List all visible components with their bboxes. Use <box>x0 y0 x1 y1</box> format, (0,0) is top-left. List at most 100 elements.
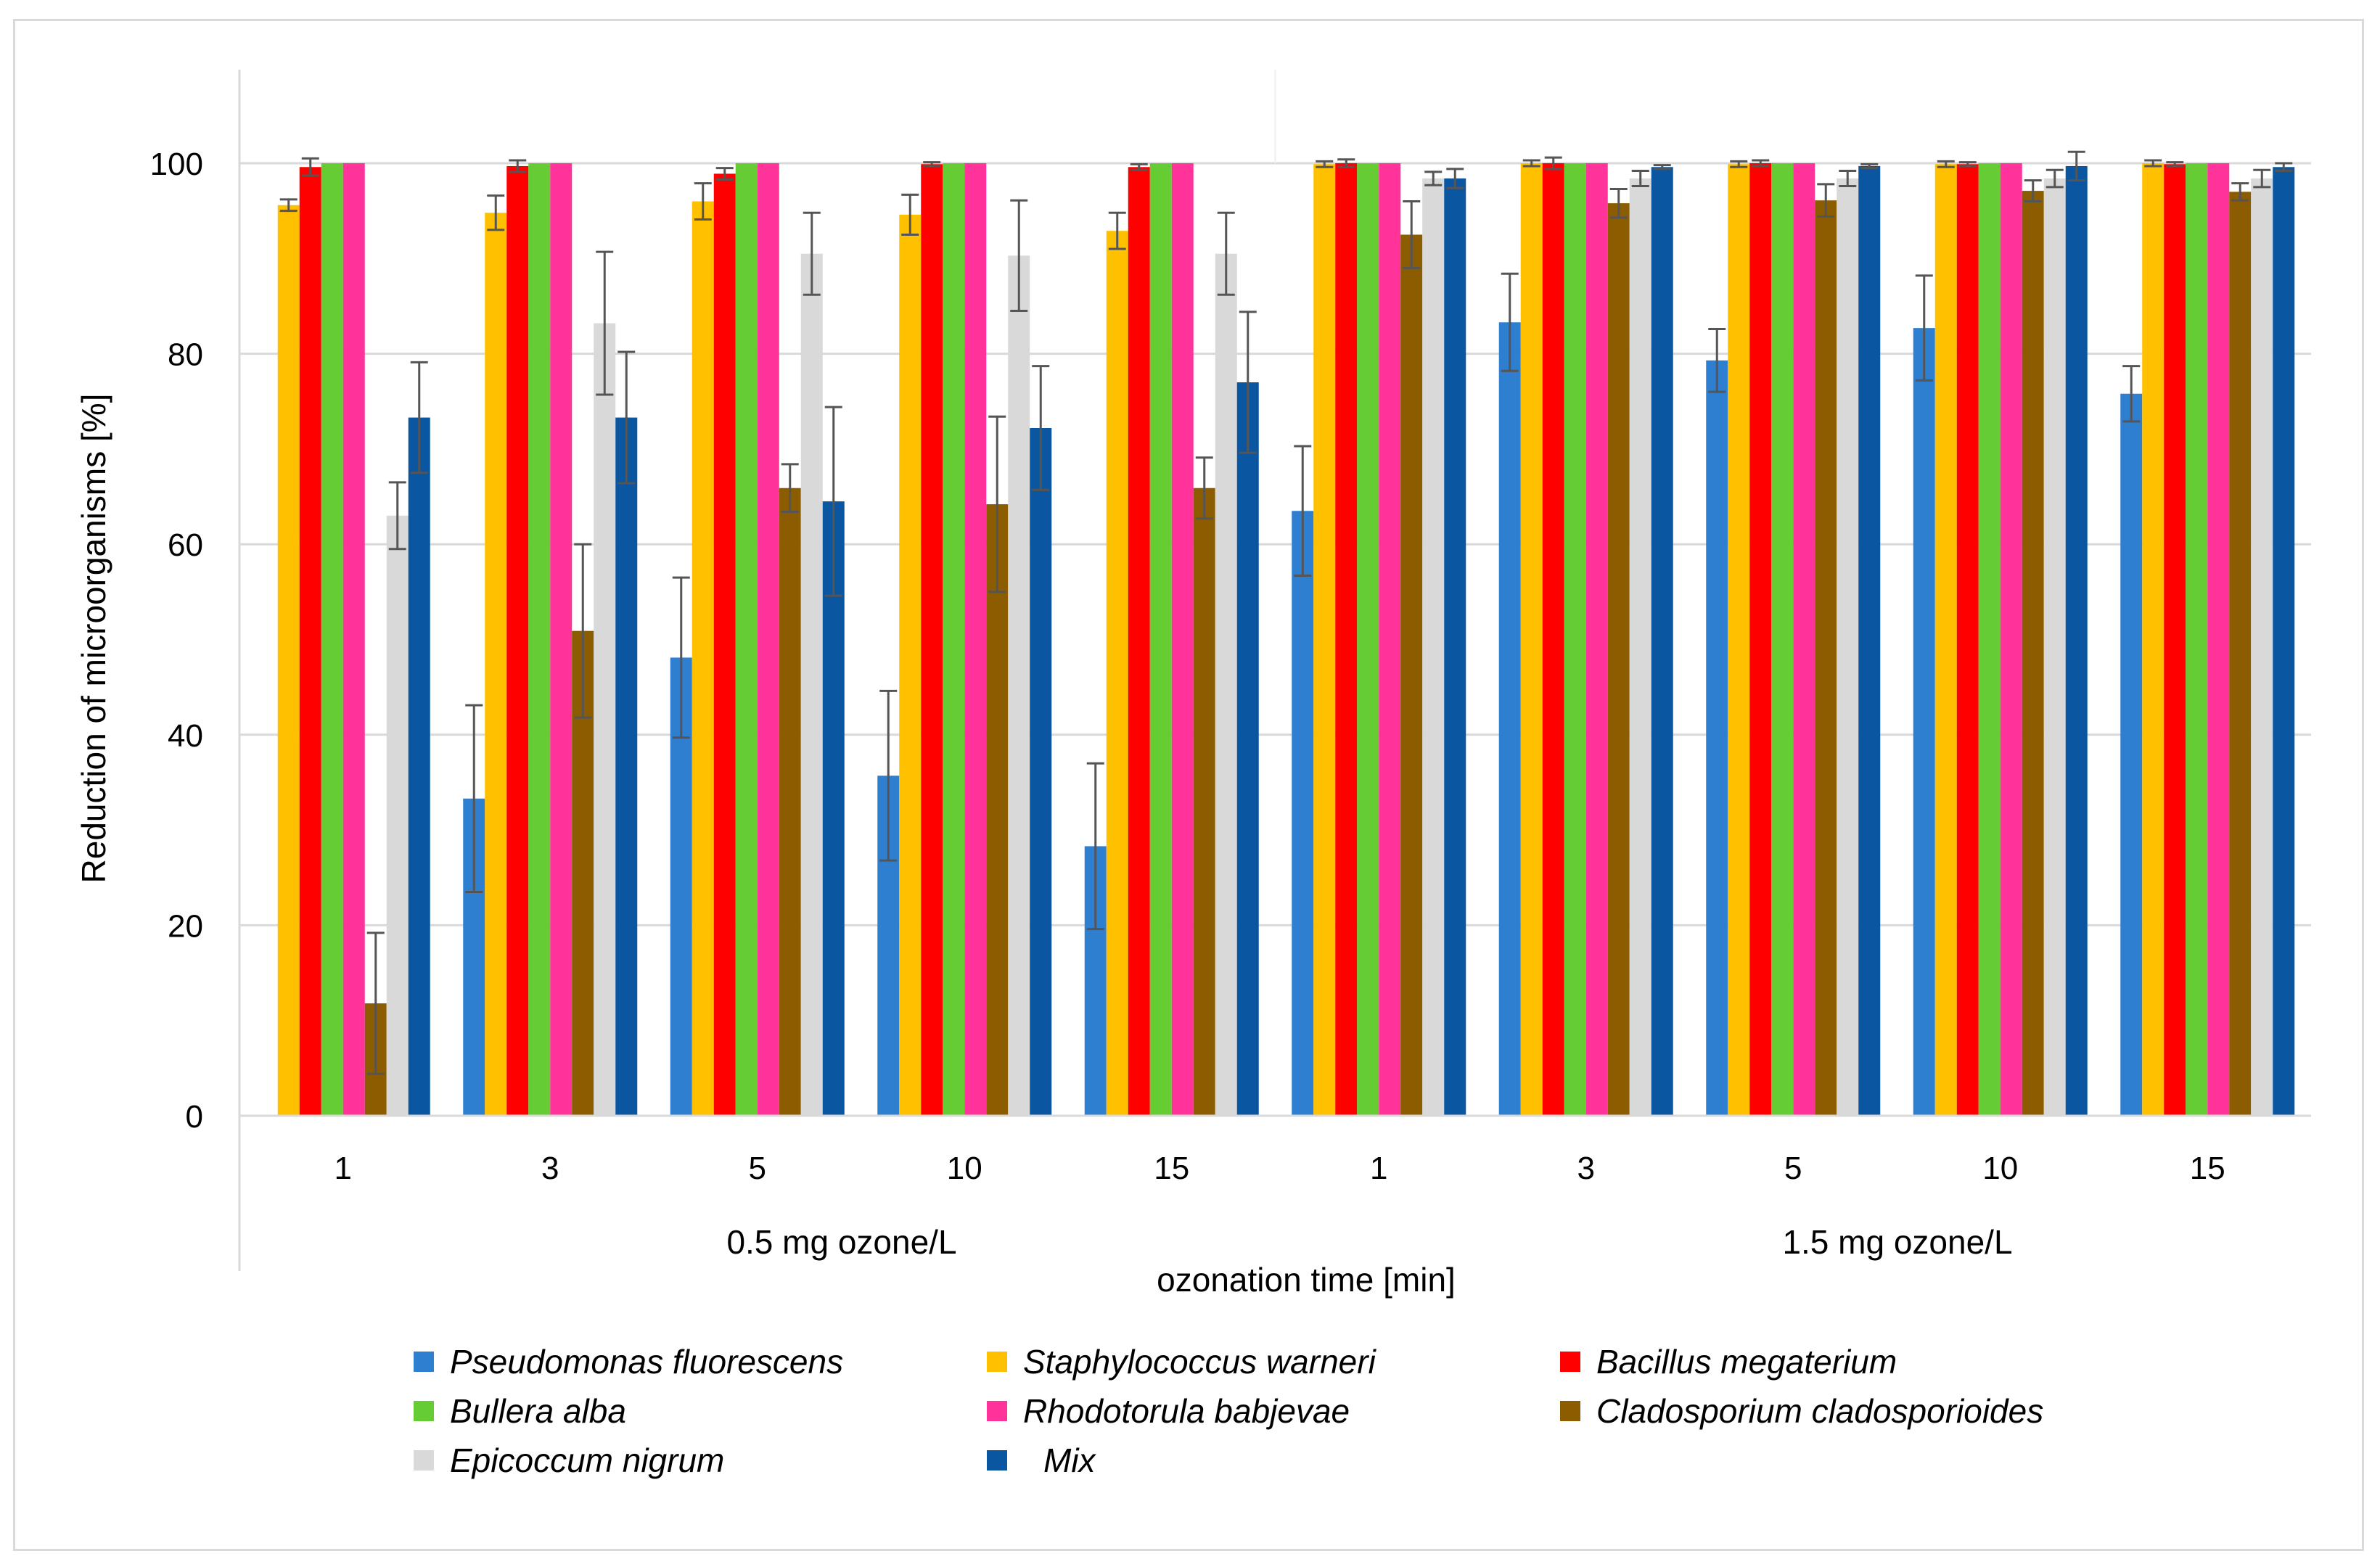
error-bar-staphylococcus-warneri-4 <box>1108 211 1126 250</box>
bar-mix-0 <box>408 417 430 1116</box>
legend-item-staphylococcus-warneri: Staphylococcus warneri <box>987 1342 1376 1381</box>
bar-staphylococcus-warneri-2 <box>692 201 714 1116</box>
bar-rhodotorula-babjevae-5 <box>1379 163 1401 1116</box>
bar-staphylococcus-warneri-9 <box>2142 163 2164 1116</box>
legend-item-pseudomonas-fluorescens: Pseudomonas fluorescens <box>414 1342 843 1381</box>
error-bar-epicoccum-nigrum-9 <box>2253 168 2271 189</box>
y-tick-label-20: 20 <box>168 908 203 944</box>
bar-epicoccum-nigrum-3 <box>1008 255 1030 1116</box>
error-bar-cladosporium-cladosporioides-8 <box>2024 179 2042 203</box>
group-label-1.5: 1.5 mg ozone/L <box>1782 1223 2012 1261</box>
error-bar-bacillus-megaterium-5 <box>1337 158 1355 168</box>
bar-bullera-alba-8 <box>1978 163 2001 1116</box>
error-bar-staphylococcus-warneri-2 <box>694 182 712 221</box>
error-bar-cladosporium-cladosporioides-2 <box>781 463 799 514</box>
bar-bacillus-megaterium-9 <box>2164 164 2186 1116</box>
x-tick-label-6: 3 <box>1577 1151 1595 1186</box>
error-bar-staphylococcus-warneri-7 <box>1730 160 1748 168</box>
legend-label: Staphylococcus warneri <box>1023 1343 1376 1381</box>
error-bar-epicoccum-nigrum-3 <box>1010 199 1028 313</box>
bar-rhodotorula-babjevae-0 <box>342 163 365 1116</box>
error-bar-pseudomonas-fluorescens-7 <box>1708 327 1726 393</box>
error-bar-bacillus-megaterium-9 <box>2166 161 2184 168</box>
bars <box>277 163 2295 1116</box>
error-bar-pseudomonas-fluorescens-9 <box>2122 365 2141 423</box>
legend-item-mix: Mix <box>987 1441 1096 1480</box>
bar-mix-7 <box>1858 165 1881 1116</box>
x-tick-label-2: 5 <box>749 1151 766 1186</box>
error-bar-pseudomonas-fluorescens-2 <box>672 576 690 739</box>
bar-cladosporium-cladosporioides-3 <box>986 504 1009 1116</box>
bar-epicoccum-nigrum-9 <box>2251 178 2273 1116</box>
bar-staphylococcus-warneri-5 <box>1313 164 1336 1116</box>
bar-epicoccum-nigrum-4 <box>1215 253 1237 1116</box>
bar-cladosporium-cladosporioides-8 <box>2022 191 2044 1116</box>
legend-swatch <box>987 1401 1007 1421</box>
legend-swatch <box>1560 1401 1580 1421</box>
error-bar-bacillus-megaterium-3 <box>923 161 941 168</box>
group-label-0.5: 0.5 mg ozone/L <box>726 1223 956 1261</box>
error-bar-epicoccum-nigrum-7 <box>1839 170 1857 188</box>
bar-cladosporium-cladosporioides-5 <box>1400 234 1423 1116</box>
x-tick-label-7: 5 <box>1784 1151 1802 1186</box>
error-bar-epicoccum-nigrum-4 <box>1217 211 1235 296</box>
legend-swatch <box>414 1401 434 1421</box>
error-bar-bacillus-megaterium-1 <box>509 159 527 173</box>
bar-cladosporium-cladosporioides-7 <box>1815 200 1837 1116</box>
error-bar-staphylococcus-warneri-0 <box>279 198 298 213</box>
x-tick-label-1: 3 <box>541 1151 559 1186</box>
legend-item-epicoccum-nigrum: Epicoccum nigrum <box>414 1441 724 1480</box>
bar-cladosporium-cladosporioides-6 <box>1607 203 1630 1116</box>
bar-bacillus-megaterium-5 <box>1335 163 1358 1116</box>
legend-label: Rhodotorula babjevae <box>1023 1392 1350 1430</box>
error-bar-pseudomonas-fluorescens-4 <box>1086 762 1104 931</box>
bar-epicoccum-nigrum-5 <box>1422 178 1445 1116</box>
x-tick-label-3: 10 <box>947 1151 982 1186</box>
bar-rhodotorula-babjevae-1 <box>550 163 573 1116</box>
error-bar-cladosporium-cladosporioides-7 <box>1817 183 1835 218</box>
bar-cladosporium-cladosporioides-9 <box>2229 192 2252 1116</box>
legend-item-bullera-alba: Bullera alba <box>414 1391 626 1431</box>
y-axis-label: Reduction of microorganisms [%] <box>75 394 112 884</box>
bar-mix-4 <box>1236 382 1259 1116</box>
error-bar-mix-9 <box>2275 162 2293 173</box>
error-bar-pseudomonas-fluorescens-8 <box>1915 274 1933 382</box>
bar-cladosporium-cladosporioides-2 <box>779 488 801 1116</box>
error-bar-staphylococcus-warneri-5 <box>1316 160 1334 168</box>
error-bar-mix-2 <box>824 406 842 597</box>
error-bar-bacillus-megaterium-0 <box>301 157 319 177</box>
legend-label: Pseudomonas fluorescens <box>450 1343 844 1381</box>
figure-frame <box>13 19 2364 1551</box>
x-tick-label-8: 10 <box>1982 1151 2018 1186</box>
bar-rhodotorula-babjevae-8 <box>2000 163 2022 1116</box>
y-tick-label-0: 0 <box>186 1099 203 1135</box>
bar-epicoccum-nigrum-8 <box>2043 178 2066 1116</box>
y-tick-label-60: 60 <box>168 527 203 563</box>
error-bar-pseudomonas-fluorescens-5 <box>1294 445 1312 577</box>
bar-bullera-alba-7 <box>1771 163 1794 1116</box>
error-bar-mix-0 <box>410 361 428 474</box>
bar-epicoccum-nigrum-7 <box>1837 178 1859 1116</box>
error-bar-pseudomonas-fluorescens-1 <box>465 704 483 893</box>
bar-rhodotorula-babjevae-9 <box>2207 163 2230 1116</box>
bar-epicoccum-nigrum-0 <box>386 515 409 1116</box>
legend-item-cladosporium-cladosporioides: Cladosporium cladosporioides <box>1560 1391 2043 1431</box>
error-bar-mix-8 <box>2067 150 2085 182</box>
x-tick-label-9: 15 <box>2190 1151 2225 1186</box>
bar-staphylococcus-warneri-8 <box>1934 164 1957 1116</box>
bar-bullera-alba-5 <box>1357 163 1379 1116</box>
bar-staphylococcus-warneri-7 <box>1728 164 1750 1116</box>
bar-rhodotorula-babjevae-7 <box>1793 163 1815 1116</box>
bar-mix-5 <box>1444 178 1466 1116</box>
bar-bullera-alba-1 <box>528 163 551 1116</box>
error-bar-cladosporium-cladosporioides-4 <box>1195 456 1213 520</box>
bar-epicoccum-nigrum-2 <box>800 253 823 1116</box>
error-bar-staphylococcus-warneri-3 <box>901 193 919 236</box>
bar-bacillus-megaterium-2 <box>713 173 736 1116</box>
bar-bacillus-megaterium-3 <box>921 164 943 1116</box>
bar-bacillus-megaterium-7 <box>1749 163 1772 1116</box>
legend-item-rhodotorula-babjevae: Rhodotorula babjevae <box>987 1391 1350 1431</box>
tick-labels: 0 20 40 60 80 100 1 3 5 10 15 1 3 5 10 15 <box>150 147 2225 1186</box>
bar-staphylococcus-warneri-1 <box>485 213 507 1116</box>
